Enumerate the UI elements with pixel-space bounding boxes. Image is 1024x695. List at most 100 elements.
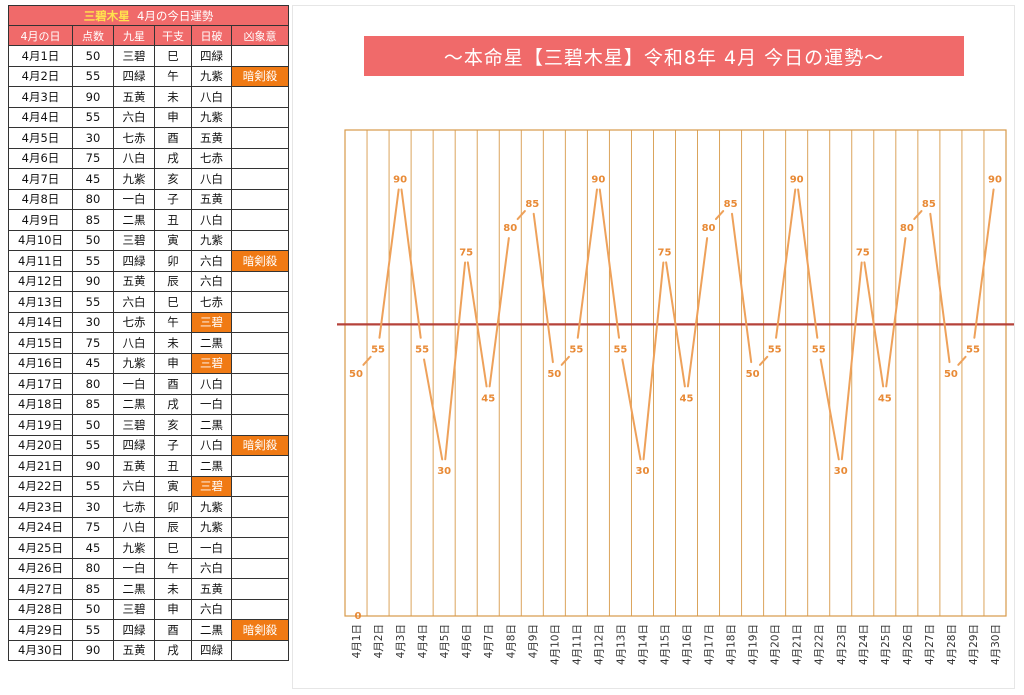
cell-kyusei: 七赤 [113, 127, 155, 149]
series-segment [488, 237, 510, 388]
series-segment [532, 212, 554, 364]
series-segment [819, 358, 840, 461]
table-row: 4月15日 75 八白未二黒 [8, 332, 290, 354]
cell-nippa: 一白 [191, 537, 232, 559]
cell-nippa: 五黄 [191, 188, 232, 210]
table-row: 4月18日 85 二黒戌一白 [8, 393, 290, 415]
cell-nippa: 六白 [191, 598, 232, 620]
data-label: 85 [922, 199, 936, 210]
table-row: 4月21日 90 五黄丑二黒 [8, 455, 290, 477]
cell-kyo [230, 496, 290, 518]
data-label: 45 [878, 393, 892, 404]
series-segment [642, 261, 665, 461]
data-label: 75 [658, 248, 672, 259]
cell-nippa: 二黒 [191, 332, 232, 354]
table-row: 4月24日 75 八白辰九紫 [8, 516, 290, 538]
cell-date: 4月24日 [8, 516, 73, 538]
cell-kyo [230, 475, 290, 497]
x-tick-label: 4月11日 [571, 624, 583, 665]
cell-date: 4月18日 [8, 393, 73, 415]
x-tick-label: 4月30日 [990, 624, 1002, 665]
cell-date: 4月9日 [8, 209, 73, 231]
cell-score: 50 [72, 45, 114, 67]
data-label: 55 [371, 345, 385, 356]
cell-date: 4月8日 [8, 188, 73, 210]
cell-date: 4月3日 [8, 86, 73, 108]
data-label: 80 [503, 223, 517, 234]
table-row: 4月6日 75 八白戌七赤 [8, 147, 290, 169]
cell-nippa: 四緑 [191, 45, 232, 67]
data-label: 55 [768, 345, 782, 356]
cell-nippa: 三碧 [191, 352, 232, 374]
table-row: 4月23日 30 七赤卯九紫 [8, 496, 290, 518]
x-tick-label: 4月15日 [659, 624, 671, 665]
cell-score: 75 [72, 332, 114, 354]
series-segment [730, 212, 753, 364]
series-segment [973, 188, 995, 339]
cell-kyusei: 九紫 [113, 352, 155, 374]
data-label: 55 [415, 345, 429, 356]
cell-date: 4月7日 [8, 168, 73, 190]
cell-score: 85 [72, 393, 114, 415]
cell-score: 55 [72, 250, 114, 272]
cell-kyo [230, 311, 290, 333]
cell-score: 50 [72, 414, 114, 436]
cell-date: 4月21日 [8, 455, 73, 477]
cell-eto: 午 [154, 557, 192, 579]
cell-kyusei: 七赤 [113, 496, 155, 518]
cell-kyo: 暗剣殺 [230, 250, 290, 272]
cell-date: 4月5日 [8, 127, 73, 149]
x-tick-label: 4月28日 [946, 624, 958, 665]
series-segment [840, 261, 863, 461]
series-segment [957, 355, 967, 366]
x-tick-label: 4月14日 [637, 624, 649, 665]
table-title: 三碧木星 4月の今日運勢 [7, 5, 290, 26]
cell-kyusei: 三碧 [113, 45, 155, 67]
cell-score: 55 [72, 475, 114, 497]
cell-eto: 寅 [154, 475, 192, 497]
table-title-text: 4月の今日運勢 [137, 8, 214, 23]
x-tick-label: 4月10日 [549, 624, 561, 665]
fortune-table: 三碧木星 4月の今日運勢 4月の日 点数 九星 干支 日破 凶象意 4月1日 50 三碧巳四緑… [7, 5, 290, 661]
cell-eto: 子 [154, 434, 192, 456]
table-row: 4月7日 45 九紫亥八白 [8, 168, 290, 190]
x-tick-label: 4月4日 [417, 624, 429, 658]
cell-eto: 酉 [154, 127, 192, 149]
cell-date: 4月12日 [8, 270, 73, 292]
cell-kyo [230, 168, 290, 190]
cell-eto: 酉 [154, 373, 192, 395]
cell-date: 4月17日 [8, 373, 73, 395]
data-label: 50 [746, 369, 760, 380]
table-title-star: 三碧木星 [83, 8, 130, 23]
table-row: 4月27日 85 二黒未五黄 [8, 578, 290, 600]
x-tick-label: 4月1日 [351, 624, 363, 658]
cell-eto: 申 [154, 106, 192, 128]
cell-kyo [230, 106, 290, 128]
cell-kyusei: 二黒 [113, 209, 155, 231]
table-row: 4月8日 80 一白子五黄 [8, 188, 290, 210]
chart-title: ～本命星【三碧木星】令和8年 4月 今日の運勢～ [364, 36, 964, 76]
x-tick-label: 4月2日 [373, 624, 385, 658]
cell-kyo [230, 229, 290, 251]
data-label: 90 [591, 175, 605, 186]
cell-kyusei: 九紫 [113, 168, 155, 190]
fortune-line-chart: 0 50 55 90 55 30 75 45 80 85 50 55 90 55 30 75 45 80 85 50 5… [337, 129, 1014, 665]
cell-kyusei: 三碧 [113, 229, 155, 251]
x-tick-label: 4月19日 [748, 624, 760, 665]
cell-score: 50 [72, 229, 114, 251]
cell-date: 4月25日 [8, 537, 73, 559]
series-segment [665, 261, 686, 388]
data-label: 30 [834, 466, 848, 477]
table-row: 4月17日 80 一白酉八白 [8, 373, 290, 395]
table-header-row: 4月の日 点数 九星 干支 日破 凶象意 [8, 25, 290, 46]
cell-date: 4月30日 [8, 639, 73, 661]
cell-score: 75 [72, 516, 114, 538]
table-row: 4月28日 50 三碧申六白 [8, 598, 290, 620]
cell-score: 45 [72, 352, 114, 374]
cell-eto: 午 [154, 65, 192, 87]
cell-kyusei: 三碧 [113, 414, 155, 436]
cell-eto: 申 [154, 352, 192, 374]
cell-date: 4月20日 [8, 434, 73, 456]
x-tick-label: 4月9日 [527, 624, 539, 658]
cell-nippa: 三碧 [191, 475, 232, 497]
